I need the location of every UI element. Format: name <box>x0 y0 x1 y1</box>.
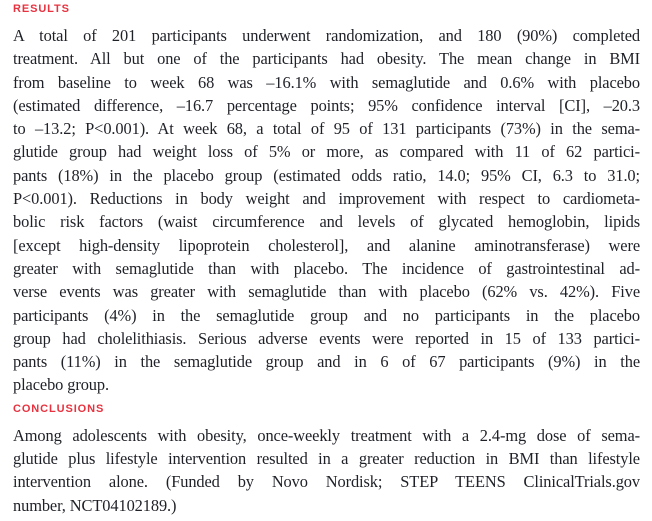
text-line: number, NCT04102189.) <box>13 495 177 515</box>
text-line: placebo group. <box>13 375 109 395</box>
results-section: RESULTS A total of 201 participants unde… <box>13 3 640 397</box>
text-line: group had cholelithiasis. Serious advers… <box>13 328 640 348</box>
text-line: participants (4%) in the semaglutide gro… <box>13 305 640 325</box>
text-line: A total of 201 participants underwent ra… <box>13 26 640 45</box>
text-line: greater with semaglutide than with place… <box>13 258 640 278</box>
conclusions-section: CONCLUSIONS Among adolescents with obesi… <box>13 403 640 517</box>
text-line: pants (11%) in the semaglutide group and… <box>13 352 640 372</box>
text-line: from baseline to week 68 was –16.1% with… <box>13 72 640 92</box>
text-line: verse events was greater with semaglutid… <box>13 282 640 302</box>
text-line: [except high-density lipoprotein cholest… <box>13 235 640 255</box>
text-line: treatment. All but one of the participan… <box>13 49 640 69</box>
text-line: to –13.2; P<0.001). At week 68, a total … <box>13 119 640 139</box>
text-line: Among adolescents with obesity, once-wee… <box>13 425 640 445</box>
text-line: P<0.001). Reductions in body weight and … <box>13 189 640 209</box>
conclusions-paragraph: Among adolescents with obesity, once-wee… <box>13 424 640 517</box>
conclusions-heading: CONCLUSIONS <box>13 402 105 415</box>
results-paragraph: A total of 201 participants underwent ra… <box>13 24 640 397</box>
text-line: pants (18%) in the placebo group (estima… <box>13 165 640 185</box>
results-heading: RESULTS <box>13 3 70 15</box>
text-line: glutide group had weight loss of 5% or m… <box>13 142 640 162</box>
text-line: glutide plus lifestyle intervention resu… <box>13 449 640 469</box>
text-line: (estimated difference, –16.7 percentage … <box>13 95 640 115</box>
text-line: intervention alone. (Funded by Novo Nord… <box>13 472 640 492</box>
text-line: bolic risk factors (waist circumference … <box>13 212 640 232</box>
